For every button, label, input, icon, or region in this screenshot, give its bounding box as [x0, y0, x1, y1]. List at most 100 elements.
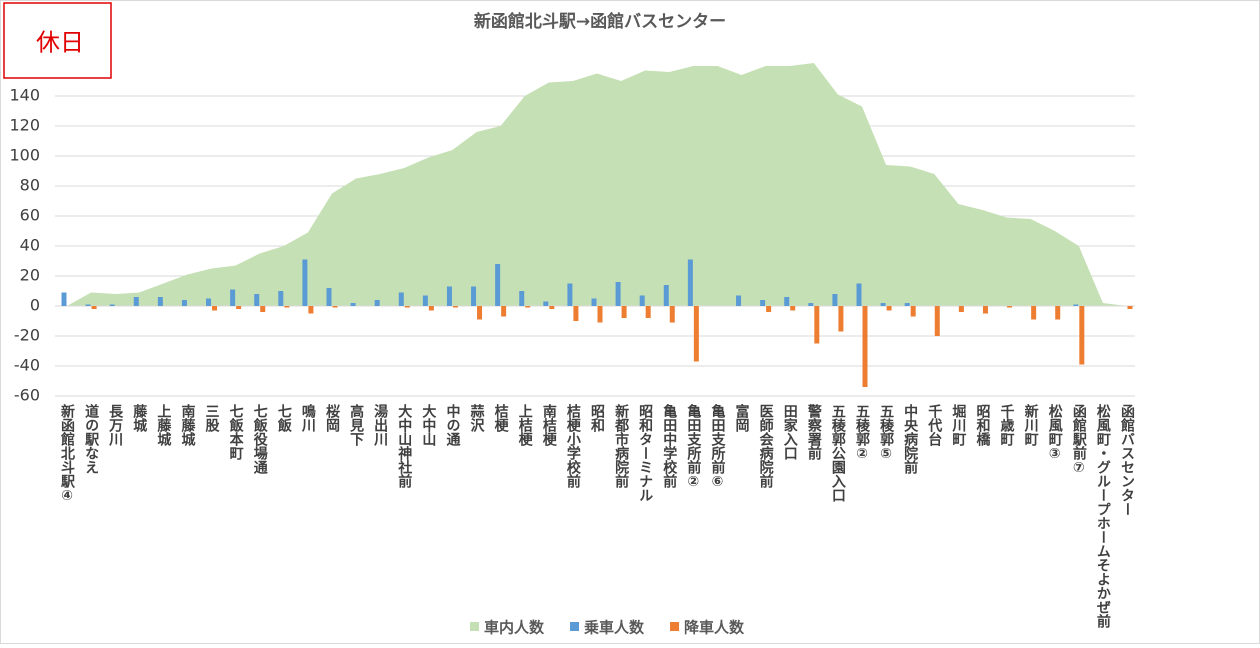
bar: [254, 294, 260, 306]
x-tick-label: 函館バスセンター: [1119, 404, 1136, 516]
bar: [428, 306, 434, 311]
legend-label: 車内人数: [484, 619, 545, 637]
chart-title: 新函館北斗駅→函館バスセンター: [474, 11, 726, 32]
bar: [663, 285, 669, 306]
bar: [934, 306, 940, 336]
bar: [206, 298, 212, 306]
y-tick-label: 120: [9, 116, 40, 135]
bar: [525, 306, 531, 308]
bar: [567, 283, 573, 306]
bar: [332, 306, 338, 308]
bar: [1073, 304, 1079, 306]
x-tick-label: 五稜郭②: [854, 404, 870, 462]
x-tick-label: 亀田中学校前: [661, 403, 677, 489]
x-tick-label: 新都市病院前: [613, 403, 630, 489]
bar: [326, 288, 332, 306]
bar: [669, 306, 675, 323]
legend-swatch: [570, 622, 580, 631]
x-tick-label: 桜岡: [324, 403, 340, 433]
x-tick-label: 昭和橋: [974, 404, 990, 447]
x-tick-label: 蒜沢: [469, 403, 485, 433]
bar: [784, 297, 790, 306]
bar: [958, 306, 964, 312]
y-tick-label: 60: [20, 206, 40, 225]
bar: [687, 259, 693, 306]
x-tick-label: 松風町③: [1047, 403, 1063, 462]
bar: [880, 303, 886, 306]
x-tick-label: 七飯役場通: [252, 404, 269, 475]
bar: [302, 259, 308, 306]
bar: [856, 283, 862, 306]
x-tick-label: 医師会病院前: [758, 404, 774, 489]
x-tick-label: 中の通: [444, 403, 460, 447]
bar: [446, 286, 452, 306]
y-tick-label: 80: [20, 176, 40, 195]
x-tick-label: 堀川町: [950, 404, 967, 447]
bar: [1055, 306, 1061, 320]
x-tick-label: 南桔梗: [541, 403, 557, 447]
bar: [212, 306, 218, 311]
bar: [591, 298, 597, 306]
badge-box: [3, 2, 112, 79]
bar: [133, 297, 139, 306]
bar: [838, 306, 844, 332]
area: [67, 63, 1127, 306]
legend-label: 乗車人数: [584, 619, 645, 637]
y-tick-label: -20: [14, 326, 40, 345]
x-tick-label: 藤城: [131, 403, 147, 433]
bar: [862, 306, 868, 387]
x-tick-label: 上藤城: [155, 404, 171, 447]
bar: [374, 300, 380, 306]
bar: [308, 306, 314, 314]
x-tick-label: 鳴川: [300, 403, 317, 432]
bar: [1079, 306, 1085, 365]
bar: [404, 306, 410, 308]
bar: [236, 306, 242, 309]
x-tick-label: 亀田支所前⑥: [709, 403, 726, 490]
bar: [814, 306, 820, 344]
bar: [615, 282, 621, 306]
y-tick-label: -60: [14, 386, 40, 405]
bar: [904, 303, 910, 306]
bar: [495, 264, 501, 306]
bar: [1127, 306, 1133, 309]
legend-swatch: [670, 622, 680, 631]
bar: [278, 291, 284, 306]
bar: [886, 306, 892, 311]
bar: [181, 300, 187, 306]
bar: [639, 295, 645, 306]
bar: [693, 306, 699, 362]
bar: [573, 306, 579, 321]
x-tick-label: 桔梗小学校前: [565, 403, 581, 489]
x-tick-label: 七飯本町: [228, 404, 245, 461]
x-tick-label: 三股: [204, 404, 220, 433]
x-tick-label: 新函館北斗駅④: [59, 403, 76, 504]
x-tick-label: 道の駅なえ: [83, 403, 99, 474]
bar: [1031, 306, 1037, 320]
y-tick-label: 100: [9, 146, 40, 165]
bar: [284, 306, 290, 308]
bar: [910, 306, 916, 317]
bar: [501, 306, 507, 317]
bar: [422, 295, 428, 306]
x-tick-label: 昭和: [589, 404, 605, 433]
x-tick-label: 上桔梗: [517, 404, 533, 447]
bar: [543, 301, 549, 306]
x-tick-label: 千代台: [926, 403, 943, 447]
x-tick-label: 昭和ターミナル: [637, 404, 653, 502]
bar: [452, 306, 458, 308]
x-tick-label: 湯出川: [372, 403, 389, 446]
bar: [766, 306, 772, 312]
bar: [260, 306, 266, 312]
x-tick-label: 田家入口: [782, 404, 798, 460]
bar: [549, 306, 555, 309]
bar: [91, 306, 97, 309]
legend-label: 降車人数: [684, 619, 745, 637]
bar: [621, 306, 627, 318]
x-tick-label: 五稜郭⑤: [878, 404, 894, 462]
bar: [230, 289, 236, 306]
bar: [85, 304, 91, 306]
bar: [790, 306, 796, 311]
bar: [982, 306, 988, 314]
